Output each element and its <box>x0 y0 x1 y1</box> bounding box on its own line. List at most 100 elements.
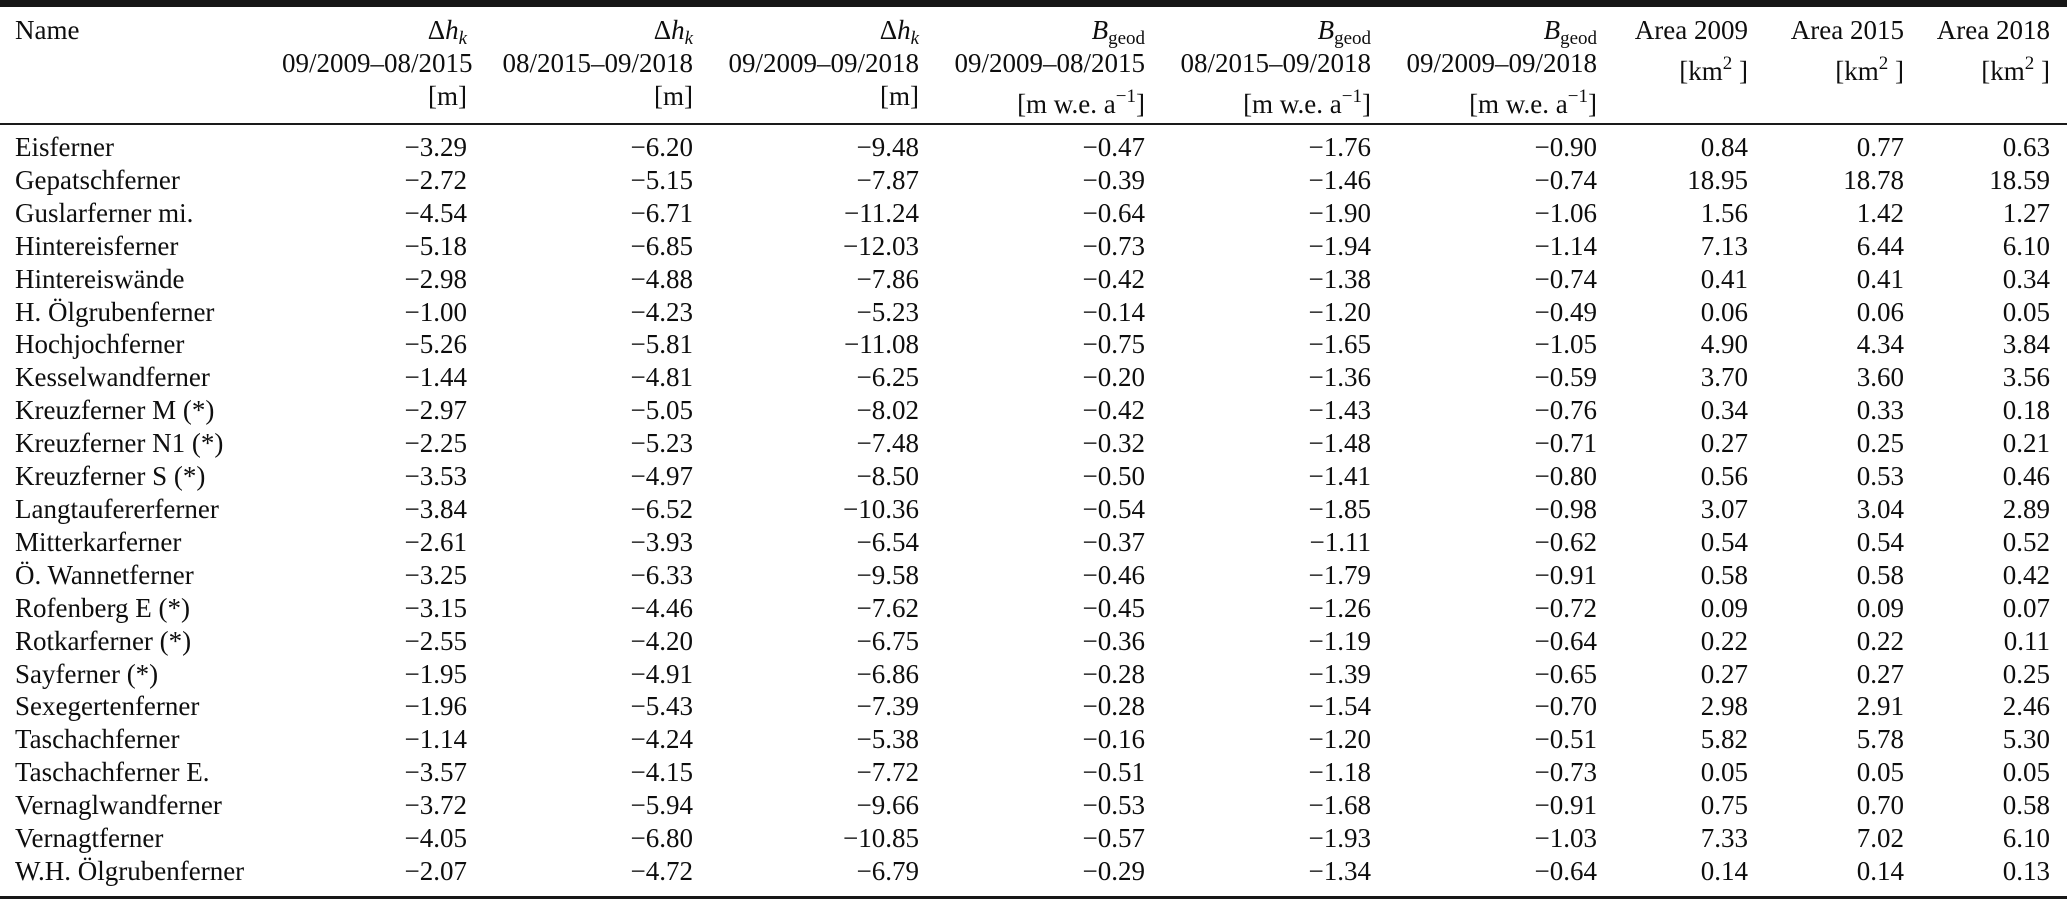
column-header-1: Δhk 09/2009–08/2015 [m] <box>282 3 473 125</box>
table-row: Sexegertenferner −1.96 −5.43 −7.39 −0.28 −1.5… <box>0 690 2067 723</box>
value-cell-4: −0.45 <box>1082 592 1145 623</box>
value-cell-6: −0.91 <box>1534 790 1597 821</box>
right-margin-spacer <box>2050 394 2067 427</box>
header-line: [m w.e. a−1] <box>1243 86 1371 119</box>
value-cell-5: −1.85 <box>1308 493 1371 524</box>
value-cell-7: 0.54 <box>1700 526 1748 557</box>
value-cell-7: 0.14 <box>1700 855 1748 886</box>
value-cell-2: −5.05 <box>630 395 693 426</box>
glacier-name-cell: Guslarferner mi. <box>15 197 194 228</box>
glacier-name-cell: Hintereisferner <box>15 230 179 261</box>
header-line: [m w.e. a−1] <box>1017 86 1145 119</box>
value-cell-2: −5.81 <box>630 329 693 360</box>
value-cell-7: 0.09 <box>1700 592 1748 623</box>
right-margin-spacer <box>2050 526 2067 559</box>
value-cell-9: 0.18 <box>2002 395 2050 426</box>
table-row: Vernaglwandferner −3.72 −5.94 −9.66 −0.53 −1.… <box>0 789 2067 822</box>
name-header-label: Name <box>15 15 80 45</box>
value-cell-6: −0.90 <box>1534 132 1597 162</box>
value-cell-6: −1.14 <box>1534 230 1597 261</box>
value-cell-1: −5.18 <box>404 230 467 261</box>
value-cell-2: −6.52 <box>630 493 693 524</box>
table-row: Hintereiswände −2.98 −4.88 −7.86 −0.42 −1.38 −… <box>0 263 2067 296</box>
value-cell-1: −2.07 <box>404 855 467 886</box>
header-line: 09/2009–08/2015 <box>282 48 473 78</box>
value-cell-6: −0.59 <box>1534 362 1597 393</box>
value-cell-7: 4.90 <box>1700 329 1748 360</box>
table-body: Eisferner −3.29 −6.20 −9.48 −0.47 −1.76 −0.90 0… <box>0 124 2067 897</box>
header-line: 09/2009–09/2018 <box>728 48 919 78</box>
value-cell-6: −0.98 <box>1534 493 1597 524</box>
header-subscript: k <box>910 28 919 49</box>
header-symbol: Bgeod <box>1543 15 1597 49</box>
glacier-name-cell: Rotkarferner (*) <box>15 625 192 656</box>
value-cell-8: 2.91 <box>1856 691 1904 722</box>
header-symbol: Area 2015 <box>1790 15 1904 45</box>
table-row: Gepatschferner −2.72 −5.15 −7.87 −0.39 −1.46 −… <box>0 164 2067 197</box>
value-cell-3: −9.58 <box>856 559 919 590</box>
value-cell-4: −0.73 <box>1082 230 1145 261</box>
value-cell-8: 1.42 <box>1856 197 1904 228</box>
value-cell-1: −3.25 <box>404 559 467 590</box>
header-row: Name Δhk 09/2009–08/2015 [m] Δhk 08/2015–09/… <box>0 3 2067 125</box>
right-margin-spacer <box>2050 493 2067 526</box>
value-cell-3: −7.62 <box>856 592 919 623</box>
value-cell-3: −6.79 <box>856 855 919 886</box>
header-symbol: Bgeod <box>1091 15 1145 49</box>
value-cell-7: 1.56 <box>1700 197 1748 228</box>
value-cell-2: −5.23 <box>630 428 693 459</box>
column-header-9: Area 2018 [km2 ] <box>1904 3 2050 125</box>
value-cell-7: 0.84 <box>1700 132 1748 162</box>
value-cell-3: −7.87 <box>856 164 919 195</box>
value-cell-5: −1.34 <box>1308 855 1371 886</box>
value-cell-2: −6.71 <box>630 197 693 228</box>
value-cell-5: −1.39 <box>1308 658 1371 689</box>
header-exponent: −1 <box>1341 86 1362 107</box>
glacier-name-cell: Vernagtferner <box>15 823 164 854</box>
header-line: [km2 ] <box>1679 53 1748 86</box>
value-cell-7: 5.82 <box>1700 724 1748 755</box>
value-cell-6: −0.76 <box>1534 395 1597 426</box>
value-cell-5: −1.54 <box>1308 691 1371 722</box>
value-cell-7: 0.27 <box>1700 428 1748 459</box>
value-cell-3: −10.85 <box>843 823 919 854</box>
value-cell-8: 6.44 <box>1856 230 1904 261</box>
value-cell-9: 6.10 <box>2002 823 2050 854</box>
value-cell-2: −6.20 <box>630 132 693 162</box>
right-margin-spacer <box>2050 230 2067 263</box>
value-cell-6: −0.64 <box>1534 855 1597 886</box>
value-cell-8: 0.22 <box>1856 625 1904 656</box>
value-cell-4: −0.64 <box>1082 197 1145 228</box>
table-row: Hochjochferner −5.26 −5.81 −11.08 −0.75 −1.65… <box>0 328 2067 361</box>
value-cell-2: −5.43 <box>630 691 693 722</box>
glacier-name-cell: Mitterkarferner <box>15 526 182 557</box>
glacier-name-cell: Ö. Wannetferner <box>15 559 194 590</box>
glacier-name-cell: Eisferner <box>15 132 114 162</box>
value-cell-9: 2.89 <box>2002 493 2050 524</box>
table-row: Hintereisferner −5.18 −6.85 −12.03 −0.73 −1.9… <box>0 230 2067 263</box>
value-cell-3: −10.36 <box>843 493 919 524</box>
value-cell-6: −0.62 <box>1534 526 1597 557</box>
glacier-name-cell: Sexegertenferner <box>15 691 200 722</box>
value-cell-4: −0.42 <box>1082 395 1145 426</box>
value-cell-8: 0.27 <box>1856 658 1904 689</box>
table-row: Vernagtferner −4.05 −6.80 −10.85 −0.57 −1.93 −… <box>0 822 2067 855</box>
value-cell-7: 0.05 <box>1700 757 1748 788</box>
value-cell-3: −9.48 <box>856 132 919 162</box>
value-cell-9: 18.59 <box>1989 164 2050 195</box>
value-cell-5: −1.76 <box>1308 132 1371 162</box>
right-margin-spacer <box>2050 460 2067 493</box>
glacier-name-cell: Kreuzferner S (*) <box>15 461 206 492</box>
value-cell-6: −1.03 <box>1534 823 1597 854</box>
right-margin-spacer <box>2050 756 2067 789</box>
header-symbol: Area 2018 <box>1936 15 2050 45</box>
value-cell-7: 0.58 <box>1700 559 1748 590</box>
right-margin-spacer <box>2050 361 2067 394</box>
column-header-5: Bgeod 08/2015–09/2018 [m w.e. a−1] <box>1145 3 1371 125</box>
column-header-name: Name <box>0 3 282 125</box>
value-cell-8: 0.70 <box>1856 790 1904 821</box>
header-symbol: Δhk <box>879 15 919 49</box>
header-exponent: −1 <box>1567 86 1588 107</box>
glacier-name-cell: Langtaufererferner <box>15 493 219 524</box>
